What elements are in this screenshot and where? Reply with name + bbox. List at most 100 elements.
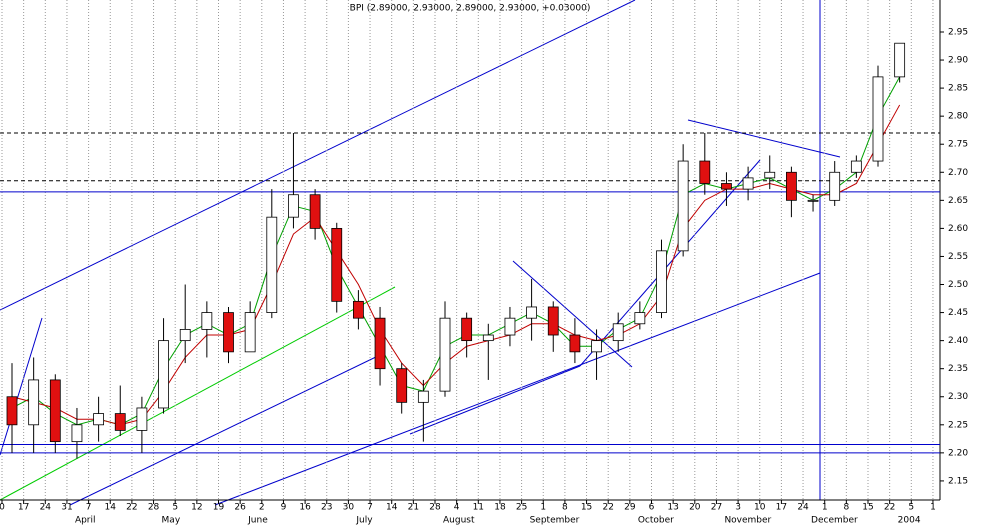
candle-body [764,171,776,179]
x-tick-label: 15 [581,503,592,513]
x-tick-label: 2 [259,503,265,513]
trend-line [69,354,381,506]
x-tick-label: 7 [86,503,92,513]
moving-average [11,76,901,426]
candle-body [49,379,61,443]
candle-body [894,42,906,78]
x-tick-label: 30 [343,503,355,513]
candle-body [677,160,689,252]
x-tick-label: 29 [624,503,636,513]
x-tick-label: 21 [408,503,419,513]
y-tick-label: 2.90 [948,56,968,66]
month-label: August [443,516,475,525]
candle-body [526,306,537,319]
y-tick-label: 2.20 [948,448,968,458]
month-label: November [724,516,771,525]
x-tick-label: 6 [649,503,655,513]
candle-body [93,413,104,426]
x-tick-label: 23 [321,503,332,513]
candle-body [504,317,516,336]
x-tick-label: 26 [234,503,246,513]
x-tick-label: 1 [930,503,936,513]
x-tick-label: 22 [602,503,613,513]
x-tick-label: 22 [126,503,137,513]
trend-line [409,365,581,435]
candle-body [374,317,386,370]
x-tick-label: 11 [473,503,484,513]
y-tick-label: 2.55 [948,252,968,262]
candle-body [417,390,429,403]
moving-average [11,104,901,426]
candle-body [158,340,169,409]
candle-body [114,413,126,431]
x-tick-label: 8 [843,503,849,513]
x-tick-label: 17 [18,503,29,513]
month-label: December [811,516,858,525]
month-label: May [162,516,181,525]
x-tick-label: 14 [386,503,398,513]
candle-body [569,334,581,353]
x-tick-label: 25 [516,503,527,513]
x-tick-label: 28 [429,503,441,513]
x-tick-label: 9 [281,503,287,513]
y-tick-label: 2.25 [948,420,968,430]
x-tick-label: 24 [40,503,52,513]
candle-body [829,171,841,201]
x-tick-label: 5 [908,503,914,513]
trend-line [579,159,761,367]
x-tick-label: 10 [754,503,766,513]
y-tick-label: 2.95 [948,27,968,37]
x-tick-label: 22 [884,503,895,513]
y-tick-label: 2.75 [948,140,968,150]
candle-body [244,312,256,353]
x-tick-label: 0 [0,503,5,513]
y-tick-label: 2.35 [948,364,968,374]
x-tick-label: 16 [299,503,311,513]
y-tick-label: 2.85 [948,84,968,94]
candle-body [331,227,343,302]
candle-body [634,312,646,325]
month-label: October [638,516,674,525]
candle-body [309,194,321,229]
trend-line [0,0,636,311]
candle-body [612,323,624,342]
trend-line [214,272,821,506]
x-tick-label: 8 [562,503,568,513]
x-tick-label: 31 [61,503,72,513]
y-tick-label: 2.65 [948,196,968,206]
candle-body [721,183,732,190]
candle-body [179,329,191,342]
candle-body [656,250,667,313]
x-tick-label: 1 [540,503,546,513]
candle-body [850,160,862,173]
candle-body [266,216,278,313]
trend-lines [0,0,841,506]
y-tick-label: 2.80 [948,112,968,122]
y-tick-label: 2.60 [948,224,968,234]
candle-body [71,424,83,443]
x-tick-label: 28 [148,503,160,513]
candle-body [288,194,299,218]
y-tick-label: 2.15 [948,476,968,486]
y-tick-label: 2.70 [948,168,968,178]
x-tick-label: 27 [711,503,722,513]
trend-line [512,260,633,368]
candle-body [786,171,797,201]
trend-line [0,317,43,456]
x-tick-label: 24 [797,503,809,513]
candle-body [6,396,18,426]
x-tick-label: 13 [667,503,678,513]
x-tick-label: 5 [172,503,178,513]
chart-title: BPI (2.89000, 2.93000, 2.89000, 2.93000,… [350,4,591,14]
x-tick-label: 12 [191,503,202,513]
candle-body [352,300,364,319]
candle-body [742,177,754,190]
x-tick-label: 15 [862,503,873,513]
trend-line [687,119,841,158]
candle-body [439,317,451,392]
y-tick-label: 2.40 [948,336,968,346]
x-tick-label: 20 [689,503,701,513]
y-tick-label: 2.50 [948,280,968,290]
candle-body [872,76,884,162]
